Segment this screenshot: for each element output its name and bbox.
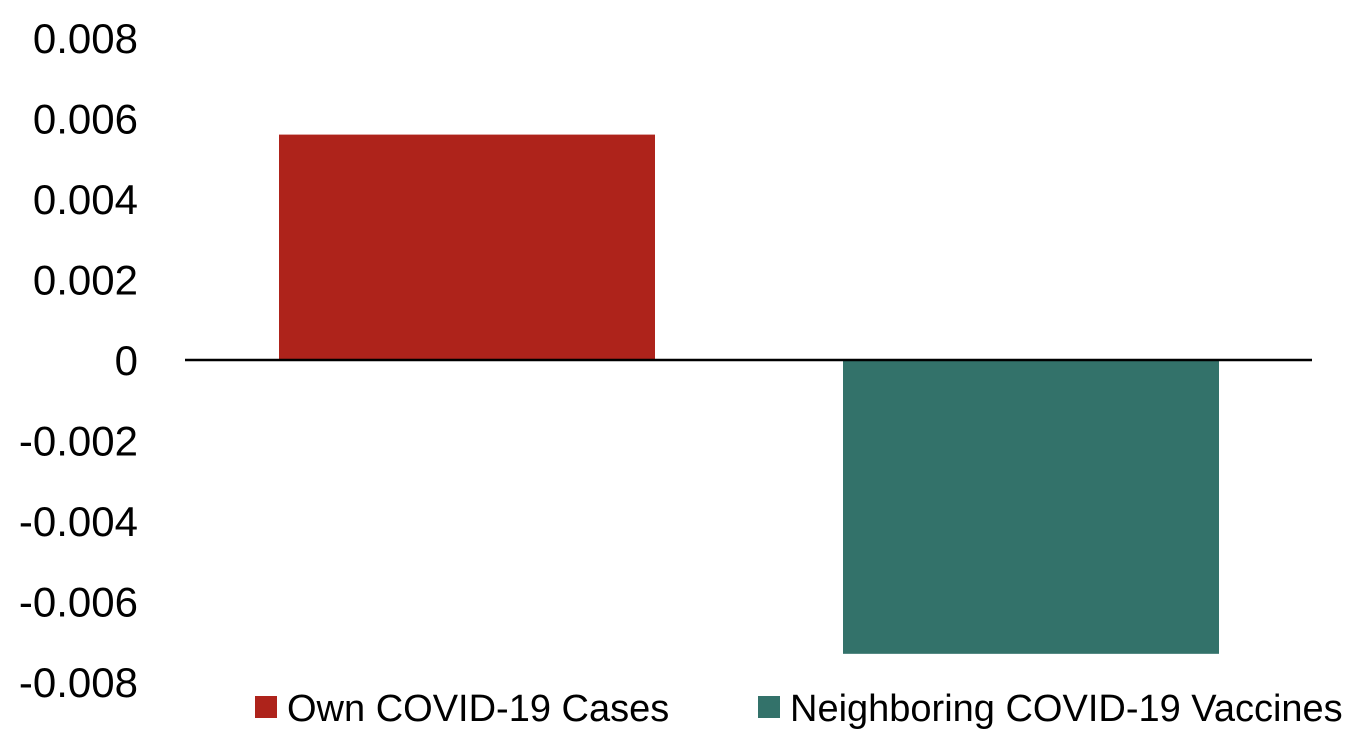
y-tick-label: -0.004 (19, 498, 138, 545)
legend: Own COVID-19 Cases Neighboring COVID-19 V… (255, 688, 1343, 730)
bar-own-covid-cases (279, 134, 655, 360)
legend-swatch (255, 696, 277, 718)
y-tick-label: 0.004 (33, 176, 138, 223)
legend-swatch (758, 696, 780, 718)
legend-label: Own COVID-19 Cases (287, 688, 669, 730)
y-tick-label: 0.002 (33, 257, 138, 304)
y-tick-label: 0.006 (33, 96, 138, 143)
y-axis-tick-labels: 0.008 0.006 0.004 0.002 0 -0.002 -0.004 -0.006 -… (19, 15, 138, 706)
y-tick-label: -0.008 (19, 659, 138, 706)
legend-label: Neighboring COVID-19 Vaccines (790, 688, 1343, 730)
y-tick-label: 0.008 (33, 15, 138, 62)
y-tick-label: -0.006 (19, 579, 138, 626)
bar-neighboring-covid-vaccines (843, 360, 1219, 654)
y-tick-label: -0.002 (19, 418, 138, 465)
y-tick-label: 0 (115, 337, 138, 384)
bars-group (279, 134, 1219, 654)
